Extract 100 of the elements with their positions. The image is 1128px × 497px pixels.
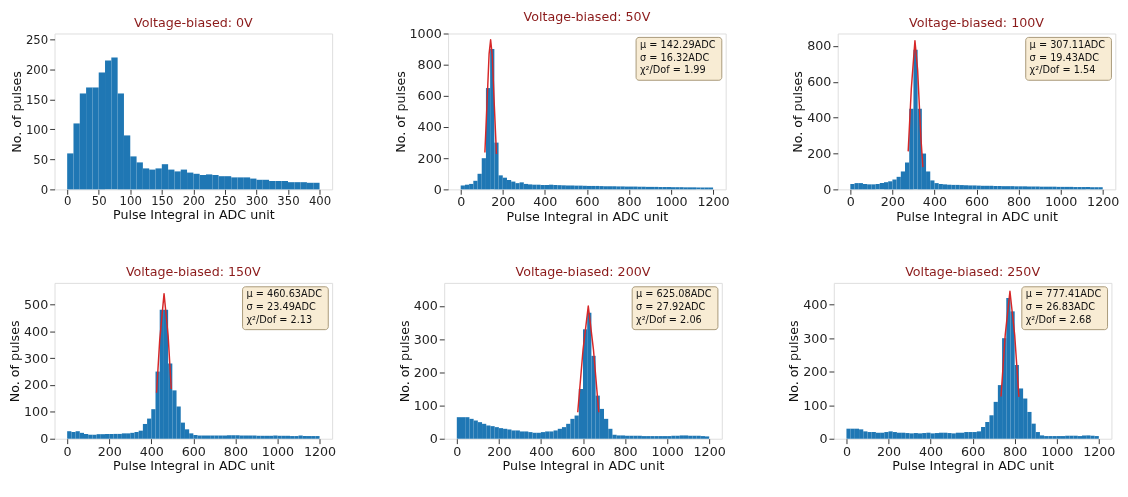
x-tick-label: 1200 — [697, 194, 730, 210]
annotation: σ = 23.49ADC — [246, 301, 316, 313]
x-tick-label: 600 — [964, 194, 990, 210]
y-tick-label: 100 — [24, 404, 49, 420]
x-axis-title: Pulse Integral in ADC unit — [502, 458, 665, 474]
x-tick-label: 800 — [1003, 443, 1028, 459]
y-tick-label: 600 — [417, 88, 442, 104]
x-tick-label: 400 — [308, 194, 332, 209]
x-tick-label: 200 — [491, 194, 516, 210]
y-tick-label: 100 — [413, 397, 438, 413]
x-tick-label: 0 — [453, 443, 462, 459]
x-tick-label: 1000 — [655, 194, 688, 210]
y-tick-label: 50 — [33, 152, 49, 167]
y-tick-label: 150 — [25, 92, 49, 107]
y-axis-title: No. of pulses — [9, 71, 25, 153]
annotation: χ²/Dof = 1.54 — [1029, 64, 1096, 76]
x-tick-label: 250 — [214, 194, 237, 209]
x-tick-label: 800 — [617, 194, 642, 210]
x-tick-label: 400 — [529, 443, 554, 459]
y-tick-label: 300 — [413, 331, 438, 347]
y-tick-label: 400 — [24, 323, 49, 339]
x-tick-label: 400 — [533, 194, 558, 210]
y-tick-label: 1000 — [409, 25, 442, 41]
x-tick-label: 1200 — [1087, 194, 1120, 210]
y-tick-label: 0 — [819, 431, 828, 447]
x-axis-title: Pulse Integral in ADC unit — [112, 207, 275, 223]
x-tick-label: 0 — [63, 443, 72, 459]
chart-title: Voltage-biased: 100V — [909, 14, 1045, 30]
chart-title: Voltage-biased: 200V — [515, 264, 651, 280]
x-tick-label: 200 — [182, 194, 205, 209]
x-tick-label: 400 — [918, 443, 944, 459]
x-tick-label: 1200 — [1083, 443, 1116, 459]
annotation: μ = 625.08ADC — [636, 288, 712, 300]
x-tick-label: 1000 — [651, 443, 684, 459]
y-axis-title: No. of pulses — [7, 320, 23, 403]
x-tick-label: 600 — [571, 443, 596, 459]
y-tick-label: 100 — [25, 122, 49, 137]
x-tick-label: 0 — [842, 443, 851, 459]
y-tick-label: 300 — [24, 350, 49, 366]
x-tick-label: 0 — [846, 194, 855, 210]
annotation: μ = 307.11ADC — [1029, 39, 1106, 51]
x-tick-label: 0 — [63, 194, 72, 209]
x-axis-title: Pulse Integral in ADC unit — [506, 209, 669, 225]
y-tick-label: 400 — [803, 297, 828, 313]
annotation: μ = 460.63ADC — [246, 288, 323, 300]
y-tick-label: 200 — [413, 364, 438, 380]
x-tick-label: 600 — [575, 194, 600, 210]
x-axis-title: Pulse Integral in ADC unit — [896, 209, 1058, 225]
y-tick-label: 400 — [807, 110, 832, 126]
x-tick-label: 800 — [613, 443, 638, 459]
annotation: σ = 19.43ADC — [1029, 51, 1100, 63]
annotation: μ = 777.41ADC — [1025, 288, 1102, 300]
x-tick-label: 100 — [119, 194, 142, 209]
y-tick-label: 300 — [803, 330, 828, 346]
x-tick-label: 600 — [181, 443, 206, 459]
x-tick-label: 200 — [876, 443, 902, 459]
y-tick-label: 800 — [417, 57, 442, 73]
annotation: χ²/Dof = 1.99 — [639, 64, 706, 76]
x-tick-label: 800 — [223, 443, 248, 459]
x-tick-label: 200 — [97, 443, 122, 459]
y-tick-label: 100 — [803, 397, 828, 413]
y-tick-label: 200 — [417, 150, 442, 166]
y-tick-label: 0 — [40, 431, 49, 447]
annotation: σ = 26.83ADC — [1025, 301, 1096, 313]
chart-title: Voltage-biased: 0V — [133, 14, 254, 30]
y-tick-label: 400 — [413, 298, 438, 314]
x-tick-label: 1200 — [693, 443, 726, 459]
y-tick-label: 0 — [433, 181, 442, 197]
y-tick-label: 400 — [417, 119, 442, 135]
y-axis-title: No. of pulses — [396, 320, 412, 403]
x-axis-title: Pulse Integral in ADC unit — [892, 458, 1055, 474]
y-axis-title: No. of pulses — [790, 71, 806, 153]
y-tick-label: 200 — [25, 62, 49, 77]
y-axis-title: No. of pulses — [392, 71, 408, 153]
annotation: σ = 27.92ADC — [636, 301, 706, 313]
x-tick-label: 50 — [91, 194, 107, 209]
x-tick-label: 0 — [457, 194, 466, 210]
x-tick-label: 1000 — [261, 443, 295, 459]
x-tick-label: 1000 — [1045, 194, 1078, 210]
annotation: σ = 16.32ADC — [639, 51, 710, 63]
y-tick-label: 0 — [429, 431, 438, 447]
y-tick-label: 250 — [25, 32, 49, 47]
x-tick-label: 800 — [1006, 194, 1032, 210]
y-tick-label: 200 — [24, 377, 49, 393]
x-tick-label: 600 — [961, 443, 986, 459]
y-axis-title: No. of pulses — [786, 320, 802, 403]
y-tick-label: 200 — [807, 145, 832, 161]
y-tick-label: 600 — [807, 74, 832, 90]
x-tick-label: 350 — [277, 194, 300, 209]
y-tick-label: 800 — [807, 38, 832, 54]
x-tick-label: 400 — [139, 443, 164, 459]
y-tick-label: 500 — [24, 296, 49, 312]
x-tick-label: 200 — [487, 443, 512, 459]
annotation: χ²/Dof = 2.06 — [636, 313, 702, 325]
annotation: μ = 142.29ADC — [639, 39, 716, 51]
x-tick-label: 300 — [245, 194, 269, 209]
x-tick-label: 200 — [880, 194, 905, 210]
chart-title: Voltage-biased: 50V — [523, 8, 651, 24]
chart-title: Voltage-biased: 250V — [905, 264, 1041, 280]
chart-title: Voltage-biased: 150V — [125, 264, 262, 280]
